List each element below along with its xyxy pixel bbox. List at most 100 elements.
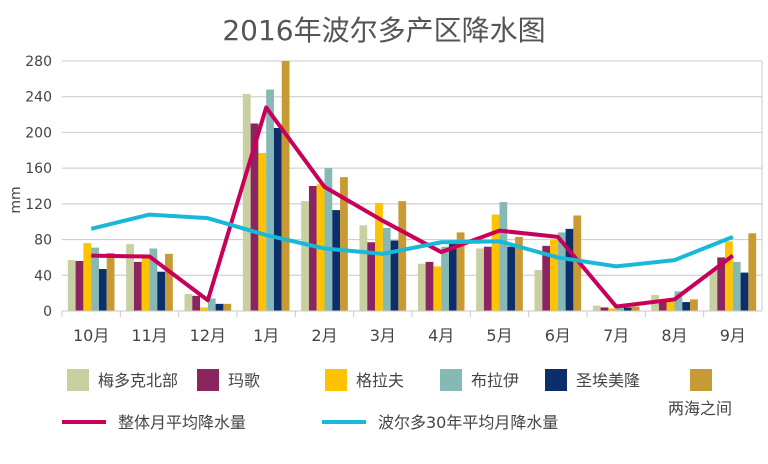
legend-swatch-0 (67, 369, 89, 391)
legend-label-1: 玛歌 (228, 371, 260, 390)
legend-swatch-4 (545, 369, 567, 391)
bar-0-9 (592, 305, 601, 311)
bar-3-0 (91, 247, 99, 311)
legend-label-0: 梅多克北部 (98, 371, 178, 390)
bar-1-5 (367, 242, 376, 311)
bar-4-7 (507, 246, 516, 311)
bar-5-7 (515, 236, 523, 311)
bar-1-4 (308, 186, 317, 311)
bar-3-1 (149, 248, 158, 311)
bar-4-9 (623, 307, 632, 311)
y-tick-label: 280 (25, 54, 52, 70)
x-tick-label: 4月 (428, 326, 454, 345)
legend-line-label-1: 波尔多30年平均月降水量 (378, 413, 558, 432)
bar-5-8 (573, 215, 582, 311)
bar-4-4 (332, 210, 341, 311)
bar-0-11 (709, 270, 718, 311)
bar-1-9 (600, 307, 609, 311)
bar-5-5 (398, 201, 407, 311)
bar-3-9 (616, 306, 624, 311)
bar-2-7 (491, 214, 500, 311)
bar-3-5 (382, 227, 391, 311)
x-tick-label: 2月 (311, 326, 337, 345)
bar-3-2 (207, 298, 216, 311)
legend-swatch-3 (440, 369, 462, 391)
y-tick-label: 120 (25, 197, 52, 213)
x-tick-label: 12月 (190, 326, 226, 345)
bar-5-0 (106, 252, 115, 311)
bar-4-6 (448, 244, 457, 311)
x-tick-label: 8月 (661, 326, 687, 345)
x-tick-label: 1月 (253, 326, 279, 345)
bar-3-3 (266, 89, 274, 311)
bar-3-8 (557, 232, 566, 311)
bar-1-3 (250, 123, 259, 311)
bar-2-1 (141, 257, 150, 311)
bar-3-10 (674, 291, 683, 311)
y-tick-label: 160 (25, 161, 52, 177)
bar-1-8 (542, 245, 551, 311)
bar-5-11 (748, 233, 757, 311)
bar-1-0 (75, 261, 84, 311)
x-tick-label: 10月 (73, 326, 109, 345)
y-tick-label: 200 (25, 125, 52, 141)
bar-1-7 (483, 246, 492, 311)
bar-3-6 (441, 246, 449, 311)
bar-2-0 (83, 243, 92, 311)
bar-0-8 (534, 269, 543, 311)
bar-0-1 (126, 244, 134, 311)
legend-line-label-0: 整体月平均降水量 (118, 413, 246, 432)
legend-swatch-5 (690, 369, 712, 391)
line-series-0 (91, 105, 735, 309)
bar-2-10 (666, 300, 675, 311)
bar-1-11 (717, 257, 726, 311)
bar-4-3 (273, 127, 282, 311)
bar-5-10 (690, 299, 698, 311)
bar-4-2 (215, 303, 224, 311)
bar-4-1 (157, 271, 166, 311)
bar-0-3 (242, 94, 251, 312)
y-tick-label: 240 (25, 90, 52, 106)
bar-4-8 (565, 228, 574, 311)
x-tick-label: 5月 (486, 326, 512, 345)
bar-0-7 (476, 248, 484, 311)
bar-1-1 (133, 261, 142, 311)
bar-0-2 (184, 294, 193, 311)
bar-5-9 (631, 306, 640, 311)
y-tick-label: 40 (34, 268, 52, 284)
bar-4-0 (98, 269, 107, 311)
legend-label-4: 圣埃美隆 (576, 371, 640, 390)
bar-5-4 (340, 177, 348, 311)
bar-3-11 (732, 261, 741, 311)
x-tick-label: 6月 (545, 326, 571, 345)
x-tick-label: 9月 (720, 326, 746, 345)
bar-1-6 (425, 261, 434, 311)
bar-1-10 (658, 300, 667, 311)
bar-2-9 (608, 308, 617, 311)
x-tick-label: 3月 (370, 326, 396, 345)
x-tick-label: 7月 (603, 326, 629, 345)
bar-5-2 (223, 303, 232, 311)
legend-label-2: 格拉夫 (356, 371, 404, 390)
legend-label-3: 布拉伊 (471, 371, 519, 390)
bar-4-5 (390, 240, 399, 311)
bar-1-2 (192, 295, 201, 311)
bar-5-6 (456, 232, 465, 311)
line-series-1 (90, 212, 734, 269)
bar-2-6 (433, 266, 442, 311)
bar-0-5 (359, 225, 368, 311)
bar-4-11 (740, 272, 749, 311)
chart-title: 2016年波尔多产区降水图 (222, 14, 545, 47)
bar-0-0 (67, 260, 76, 311)
bar-0-6 (417, 263, 426, 311)
bar-4-10 (682, 302, 691, 311)
bar-2-8 (550, 239, 558, 311)
y-tick-label: 80 (34, 233, 52, 249)
bar-5-1 (165, 253, 173, 311)
legend-swatch-2 (325, 369, 347, 391)
bar-2-11 (725, 241, 733, 311)
bar-3-4 (324, 168, 333, 311)
bar-3-7 (499, 202, 508, 311)
bar-2-2 (200, 307, 208, 311)
